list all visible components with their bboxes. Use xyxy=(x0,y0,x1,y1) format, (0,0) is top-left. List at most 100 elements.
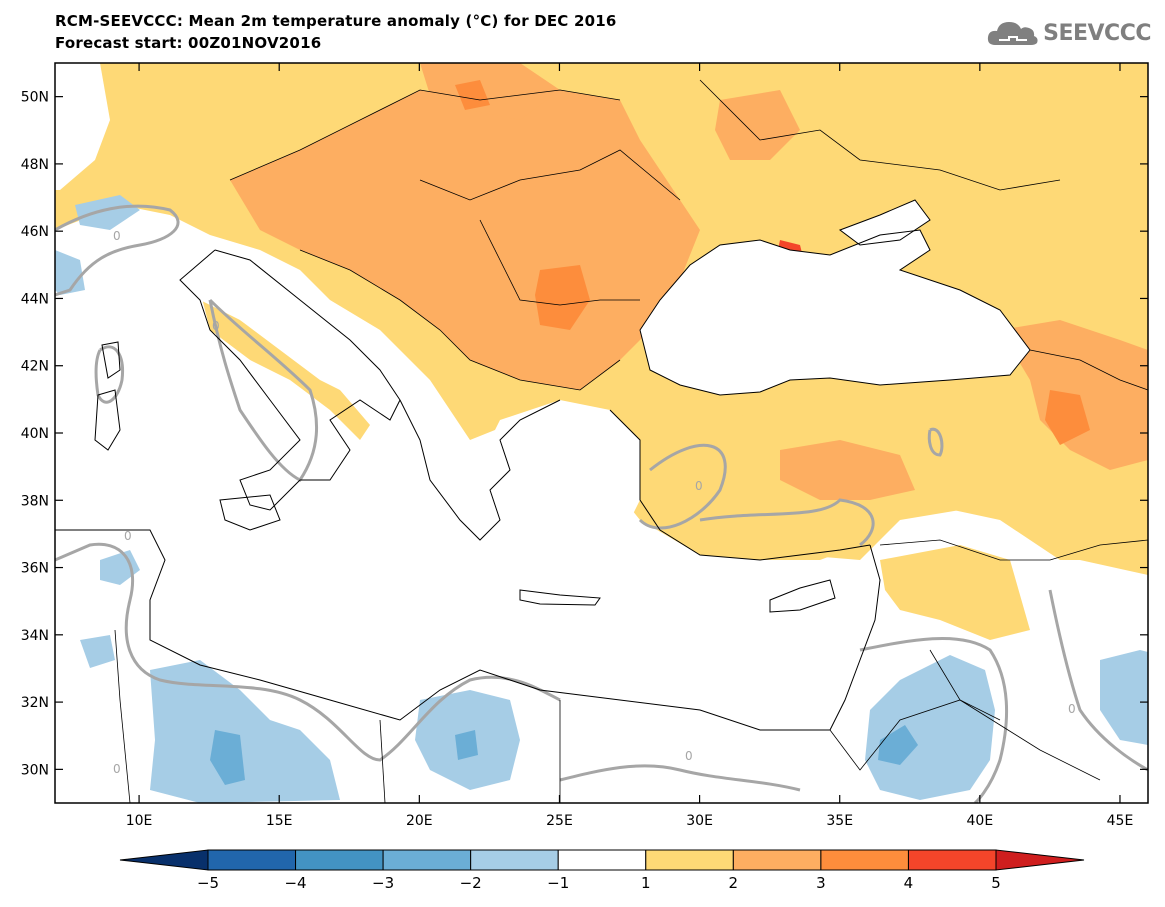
azov-coast xyxy=(838,199,931,246)
zero-contour-alps xyxy=(55,204,180,297)
sardinia-coast xyxy=(94,389,121,451)
forecast-start-label: Forecast start: 00Z01NOV2016 xyxy=(55,34,322,52)
colorbar-box xyxy=(907,849,997,871)
greece-coast xyxy=(399,399,561,541)
zero-contour-iraq xyxy=(1048,589,1148,772)
lon-tick-label: 15E xyxy=(266,813,293,829)
anomaly-2to3-central-europe xyxy=(230,90,700,390)
anomaly-2to3-ukraine xyxy=(715,90,800,160)
lat-tick-label: 42N xyxy=(21,359,49,375)
anomaly-neg1to2-libya-west xyxy=(150,660,340,803)
border-line xyxy=(699,79,1061,191)
anomaly-neg2to3-libya xyxy=(210,730,245,785)
zero-contour-sahara xyxy=(559,764,801,792)
zero-contour-anatolia xyxy=(638,443,727,530)
anomaly-neg1to2-alps xyxy=(75,195,140,230)
border-line xyxy=(379,719,386,803)
black-sea xyxy=(640,230,1030,395)
cloud-icon xyxy=(988,22,1038,45)
colorbar-box xyxy=(470,849,559,871)
colorbar-lower-triangle xyxy=(119,849,209,871)
colorbar-level-label: −1 xyxy=(547,874,569,892)
sicily-coast xyxy=(219,494,281,531)
country-borders xyxy=(114,79,1148,803)
colorbar-level-label: 1 xyxy=(641,874,651,892)
border-line xyxy=(1029,349,1148,391)
colorbar-upper-triangle xyxy=(995,849,1085,871)
black-sea-coast xyxy=(639,229,1031,396)
contour-labels: 0 0 0 0 0 0 0 xyxy=(113,229,1076,776)
contour-label: 0 xyxy=(113,762,121,776)
anomaly-neg1to2-iraq xyxy=(1100,650,1148,745)
anomaly-2to3-poland xyxy=(420,63,560,120)
colorbar-level-label: 2 xyxy=(729,874,739,892)
colorbar-level-label: 5 xyxy=(991,874,1001,892)
anomaly-neg2to3-jordan xyxy=(878,725,918,765)
longitude-axis: 10E 15E 20E 25E 30E 35E 40E 45E xyxy=(126,63,1134,829)
anatolia-coast xyxy=(609,409,871,561)
corsica-coast xyxy=(101,341,121,379)
zero-contour-turkey-south xyxy=(699,498,875,547)
lat-tick-label: 44N xyxy=(21,291,49,307)
lat-tick-label: 38N xyxy=(21,493,49,509)
contour-label: 0 xyxy=(113,229,121,243)
lat-tick-label: 46N xyxy=(21,224,49,240)
colorbar-box xyxy=(382,849,472,871)
lon-tick-label: 45E xyxy=(1107,813,1134,829)
lat-tick-label: 30N xyxy=(21,762,49,778)
border-line xyxy=(929,649,1001,721)
lon-tick-label: 30E xyxy=(686,813,713,829)
tyrrhenian-sea xyxy=(110,290,320,520)
contour-label: 0 xyxy=(685,749,693,763)
lat-tick-label: 50N xyxy=(21,90,49,106)
border-line xyxy=(479,219,640,306)
border-line xyxy=(229,89,621,181)
azov-sea xyxy=(840,200,930,245)
contour-label: 0 xyxy=(695,479,703,493)
anomaly-neg1to2-algeria xyxy=(80,635,115,668)
latitude-axis: 30N 32N 34N 36N 38N 40N 42N 44N 46N 48N 50N xyxy=(21,90,1148,778)
zero-contour-sardinia xyxy=(94,345,125,404)
coastlines xyxy=(55,199,1031,731)
anomaly-1to2-levant xyxy=(880,545,1030,640)
seevccc-logo: SEEVCCC xyxy=(987,18,1151,48)
cyprus-coast xyxy=(769,579,836,613)
anomaly-2to3-anatolia xyxy=(780,440,915,500)
anomaly-3to4-armenia xyxy=(1045,390,1090,445)
colorbar-box xyxy=(207,849,297,871)
contour-label: 0 xyxy=(124,529,132,543)
levant-coast xyxy=(829,544,881,731)
colorbar-level-label: −4 xyxy=(284,874,306,892)
lat-tick-label: 40N xyxy=(21,426,49,442)
mediterranean-sea xyxy=(55,420,870,730)
colorbar-level-label: −2 xyxy=(460,874,482,892)
zero-contour-levant xyxy=(859,636,1008,803)
neutral-france xyxy=(55,63,110,190)
border-line xyxy=(829,699,1101,781)
anomaly-3to4-poland xyxy=(455,80,490,110)
zero-contours xyxy=(55,204,1148,803)
border-line xyxy=(419,149,681,201)
colorbar-box xyxy=(820,849,909,871)
colorbar-box xyxy=(732,849,822,871)
crete-coast xyxy=(519,589,601,606)
border-line xyxy=(299,249,621,391)
anomaly-3to4-romania xyxy=(535,265,590,330)
border-line xyxy=(879,539,1148,561)
lon-tick-label: 20E xyxy=(406,813,433,829)
lon-tick-label: 10E xyxy=(126,813,153,829)
lon-tick-label: 40E xyxy=(967,813,994,829)
contour-label: 0 xyxy=(212,319,220,333)
colorbar-level-label: 3 xyxy=(816,874,826,892)
africa-coast xyxy=(55,529,830,731)
anomaly-neg1to2-tunisia xyxy=(100,550,140,585)
colorbar-box xyxy=(557,849,647,871)
lat-tick-label: 48N xyxy=(21,157,49,173)
lat-tick-label: 34N xyxy=(21,628,49,644)
colorbar-box xyxy=(295,849,384,871)
colorbar: −5 −4 −3 −2 −1 1 2 3 4 5 xyxy=(119,849,1085,892)
contour-label: 0 xyxy=(1068,702,1076,716)
italy-coast xyxy=(179,249,401,511)
lat-tick-label: 36N xyxy=(21,561,49,577)
